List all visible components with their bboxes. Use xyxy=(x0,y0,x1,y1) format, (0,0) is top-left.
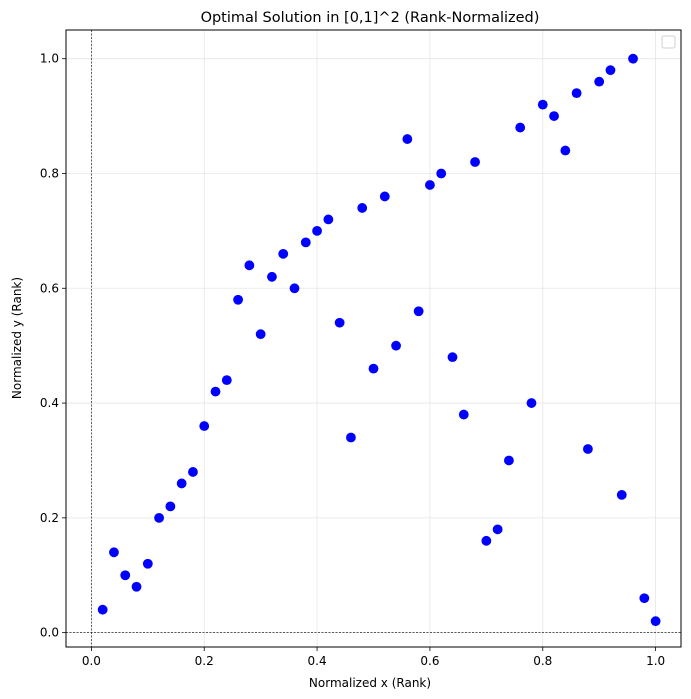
scatter-point xyxy=(458,409,469,420)
scatter-point xyxy=(379,191,390,202)
legend-box xyxy=(661,35,676,49)
scatter-point xyxy=(199,421,210,431)
scatter-point xyxy=(267,271,277,282)
x-tick-label: 0.2 xyxy=(195,654,214,668)
scatter-point xyxy=(425,180,435,190)
scatter-point xyxy=(368,363,379,374)
y-tick-label: 0.8 xyxy=(40,166,59,180)
scatter-point xyxy=(605,65,616,76)
scatter-point xyxy=(278,248,289,259)
scatter-point xyxy=(346,432,356,443)
scatter-point xyxy=(413,306,424,317)
scatter-point xyxy=(176,478,187,489)
y-axis-label: Normalized y (Rank) xyxy=(10,277,24,399)
scatter-point xyxy=(492,524,503,535)
x-axis-ticks: 0.0 0.2 0.4 0.6 0.8 1.0 xyxy=(82,647,665,668)
y-tick-label: 0.4 xyxy=(40,396,59,410)
scatter-point xyxy=(312,225,322,236)
y-tick-label: 0.2 xyxy=(40,511,59,525)
scatter-point xyxy=(628,53,638,64)
scatter-point xyxy=(289,283,300,294)
scatter-point xyxy=(639,593,650,604)
scatter-point xyxy=(515,122,526,133)
y-tick-label: 0.6 xyxy=(40,281,59,295)
y-tick-label: 1.0 xyxy=(40,52,59,66)
scatter-point xyxy=(165,501,176,512)
scatter-point xyxy=(244,260,255,271)
plot-frame xyxy=(65,29,682,648)
x-tick-label: 0.8 xyxy=(533,654,552,668)
y-axis-ticks: 0.0 0.2 0.4 0.6 0.8 1.0 xyxy=(40,52,66,640)
scatter-point xyxy=(188,467,198,477)
scatter-point xyxy=(233,294,243,305)
y-tick-label: 0.0 xyxy=(40,626,59,640)
scatter-point xyxy=(481,535,492,546)
x-tick-label: 0.6 xyxy=(420,654,439,668)
scatter-point xyxy=(391,340,401,351)
scatter-point xyxy=(526,398,537,408)
scatter-point xyxy=(334,317,345,328)
scatter-point xyxy=(221,375,232,386)
x-axis-label: Normalized x (Rank) xyxy=(309,676,431,690)
scatter-point xyxy=(549,111,559,121)
scatter-point xyxy=(97,604,108,615)
data-points xyxy=(97,53,661,627)
x-tick-label: 0.4 xyxy=(308,654,327,668)
scatter-point xyxy=(650,616,661,627)
scatter-point xyxy=(616,490,627,500)
scatter-point xyxy=(571,88,582,99)
scatter-point xyxy=(583,444,593,454)
x-tick-label: 1.0 xyxy=(646,654,665,668)
scatter-point xyxy=(402,134,413,144)
scatter-point xyxy=(154,512,164,523)
scatter-point xyxy=(255,329,266,340)
scatter-point xyxy=(120,570,131,581)
scatter-point xyxy=(131,581,142,592)
scatter-point xyxy=(447,352,458,363)
scatter-point xyxy=(210,386,221,397)
scatter-point xyxy=(142,558,153,569)
scatter-point xyxy=(537,99,548,110)
reference-lines xyxy=(66,30,681,647)
scatter-point xyxy=(323,214,334,225)
scatter-point xyxy=(560,145,571,156)
scatter-point xyxy=(594,76,605,87)
grid xyxy=(66,30,681,647)
scatter-point xyxy=(436,168,447,179)
scatter-point xyxy=(504,455,514,466)
scatter-point xyxy=(300,237,311,248)
chart-title: Optimal Solution in [0,1]^2 (Rank-Normal… xyxy=(201,10,540,26)
scatter-point xyxy=(357,203,368,213)
scatter-point xyxy=(109,547,119,558)
x-tick-label: 0.0 xyxy=(82,654,101,668)
scatter-point xyxy=(470,157,480,167)
